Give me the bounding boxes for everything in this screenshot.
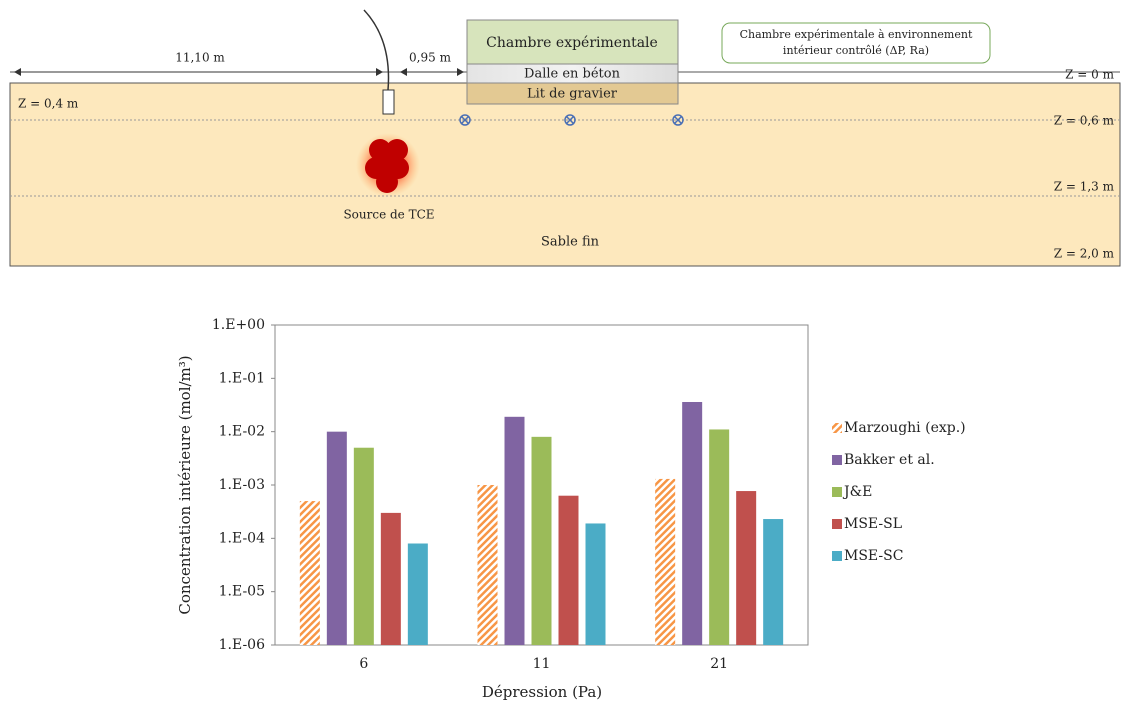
legend-label: Bakker et al. — [844, 452, 935, 468]
x-tick-label: 11 — [533, 656, 551, 672]
soil-label: Sable fin — [541, 235, 600, 250]
tube — [363, 9, 390, 91]
legend-swatch — [832, 487, 842, 497]
depth-label: Z = 2,0 m — [1054, 247, 1115, 261]
y-tick-label: 1.E-03 — [219, 477, 265, 493]
y-tick-label: 1.E-01 — [219, 370, 265, 386]
gravel-label: Lit de gravier — [527, 87, 618, 102]
sensors — [459, 114, 684, 126]
legend-swatch — [832, 519, 842, 529]
bar — [763, 519, 784, 645]
legend-label: J&E — [842, 484, 872, 500]
depth-label: Z = 0 m — [1065, 68, 1114, 82]
y-axis-label: Concentration intérieure (mol/m³) — [176, 355, 194, 614]
soil — [9, 82, 1121, 267]
bar — [682, 401, 703, 645]
y-tick-label: 1.E-06 — [219, 637, 265, 653]
bar — [299, 501, 320, 645]
annotation-box — [721, 22, 991, 64]
annotation: intérieur contrôlé (ΔP, Ra) — [783, 44, 929, 57]
chamber-label: Chambre expérimentale — [486, 35, 658, 51]
y-tick-label: 1.E-04 — [219, 530, 265, 546]
y-tick-label: 1.E+00 — [212, 317, 265, 333]
bar — [736, 491, 757, 645]
legend-label: MSE-SL — [844, 516, 902, 532]
legend-swatch — [832, 551, 842, 561]
chamber — [466, 19, 679, 65]
distance-label: 11,10 m — [175, 51, 225, 65]
bar — [407, 543, 428, 645]
bar — [380, 512, 401, 645]
y-tick-label: 1.E-05 — [219, 584, 265, 600]
bar — [531, 436, 552, 645]
source-label: Source de TCE — [343, 208, 434, 222]
legend-label: MSE-SC — [844, 548, 903, 564]
depth-label: Z = 0,4 m — [18, 97, 79, 111]
legend-label: Marzoughi (exp.) — [844, 420, 966, 436]
gravel — [466, 82, 679, 105]
bar — [326, 431, 347, 645]
bar — [709, 429, 730, 645]
legend-swatch — [832, 455, 842, 465]
x-tick-label: 21 — [710, 656, 728, 672]
source — [365, 139, 409, 193]
slab-label: Dalle en béton — [524, 67, 621, 82]
depth-label: Z = 0,6 m — [1054, 114, 1115, 128]
bar — [504, 416, 525, 645]
legend-swatch — [832, 423, 842, 433]
bar — [655, 478, 676, 645]
bar — [585, 523, 606, 645]
bar — [353, 447, 374, 645]
y-tick-label: 1.E-02 — [219, 424, 265, 440]
probe — [382, 89, 395, 115]
bar — [558, 495, 579, 645]
distance-label: 0,95 m — [409, 51, 452, 65]
bar — [477, 485, 498, 645]
depth-label: Z = 1,3 m — [1054, 180, 1115, 194]
x-tick-label: 6 — [359, 656, 368, 672]
annotation: Chambre expérimentale à environnement — [740, 28, 973, 41]
x-axis-label: Dépression (Pa) — [482, 683, 602, 701]
